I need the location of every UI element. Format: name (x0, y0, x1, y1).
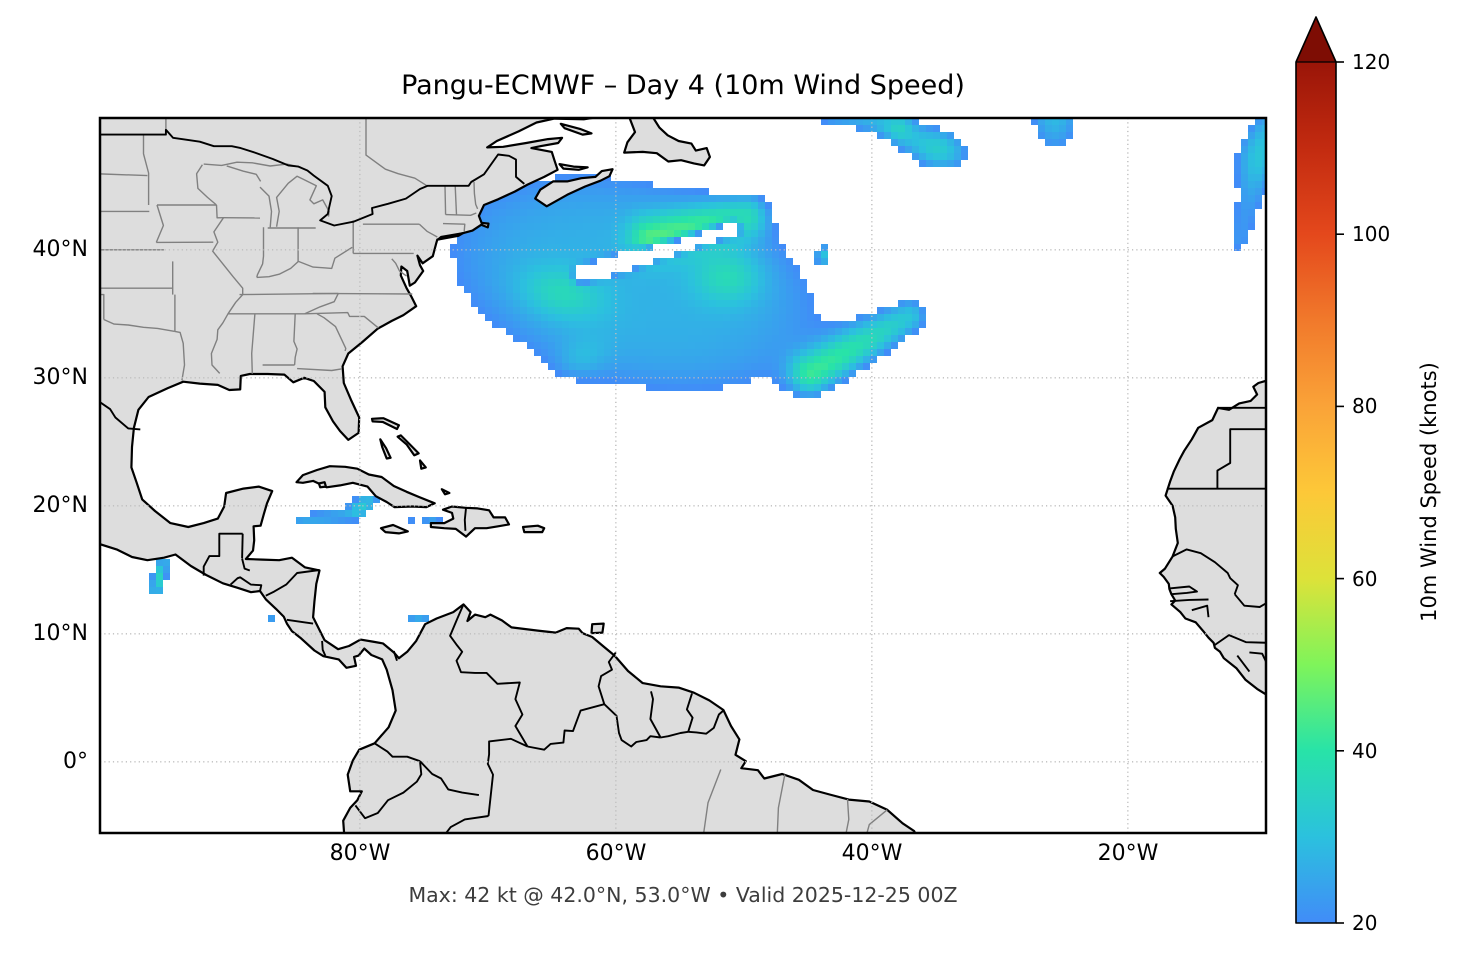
caption: Max: 42 kt @ 42.0°N, 53.0°W • Valid 2025… (408, 883, 958, 907)
y-tick-label: 20°N (32, 493, 88, 518)
x-tick-label: 60°W (585, 841, 647, 866)
y-tick-label: 10°N (32, 621, 88, 646)
x-tick-label: 20°W (1097, 841, 1159, 866)
wind-field-canvas (100, 118, 1266, 833)
plot-title: Pangu-ECMWF – Day 4 (10m Wind Speed) (401, 70, 965, 101)
colorbar-tick-label: 100 (1352, 222, 1391, 246)
y-tick-label: 30°N (32, 365, 88, 390)
map-plot-area (100, 118, 1266, 833)
colorbar-tick-label: 120 (1352, 50, 1391, 74)
x-tick-label: 80°W (329, 841, 391, 866)
colorbar-tick-label: 20 (1352, 911, 1378, 935)
y-tick-label: 40°N (32, 237, 88, 262)
y-tick-label: 0° (63, 749, 88, 774)
colorbar-axis-label: 10m Wind Speed (knots) (1417, 362, 1441, 622)
x-tick-label: 40°W (841, 841, 903, 866)
colorbar-tick-label: 60 (1352, 567, 1378, 591)
colorbar-tick-label: 80 (1352, 394, 1378, 418)
colorbar-tick-label: 40 (1352, 739, 1378, 763)
